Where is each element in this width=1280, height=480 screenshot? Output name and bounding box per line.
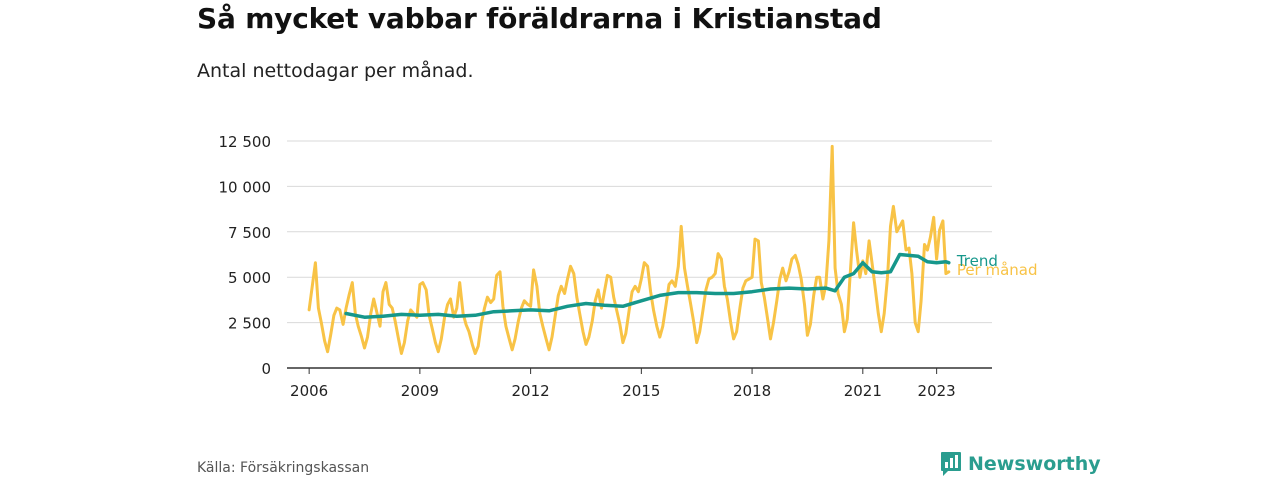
series-lines bbox=[307, 144, 951, 355]
y-axis-tick-labels: 0 2 500 5 000 7 500 10 000 12 500 bbox=[219, 133, 272, 378]
y-tick-label: 0 bbox=[261, 360, 271, 378]
x-tick-label: 2009 bbox=[401, 382, 439, 400]
x-axis-tick-labels: 2006 2009 2012 2015 2018 2021 2023 bbox=[290, 382, 956, 400]
series-label-trend: Trend bbox=[956, 252, 998, 270]
series-label-per-m-nad: Per månad bbox=[957, 261, 1038, 279]
x-tick-label: 2015 bbox=[622, 382, 660, 400]
y-tick-label: 12 500 bbox=[219, 133, 272, 151]
y-tick-label: 5 000 bbox=[228, 269, 271, 287]
x-tick-label: 2023 bbox=[918, 382, 956, 400]
chart-title: Så mycket vabbar föräldrarna i Kristians… bbox=[197, 2, 882, 35]
newsworthy-logo-icon bbox=[941, 452, 961, 476]
series-line-per-m-nad bbox=[307, 144, 951, 355]
brand-name: Newsworthy bbox=[968, 453, 1101, 475]
series-line-trend bbox=[344, 252, 951, 319]
grid-lines bbox=[287, 140, 992, 374]
y-tick-label: 10 000 bbox=[219, 178, 272, 196]
x-tick-label: 2012 bbox=[512, 382, 550, 400]
chart-subtitle: Antal nettodagar per månad. bbox=[197, 60, 474, 82]
y-tick-label: 2 500 bbox=[228, 315, 271, 333]
y-tick-label: 7 500 bbox=[228, 224, 271, 242]
x-tick-label: 2018 bbox=[733, 382, 771, 400]
newsworthy-brand[interactable]: Newsworthy bbox=[940, 451, 1101, 477]
x-tick-label: 2006 bbox=[290, 382, 328, 400]
source-note: Källa: Försäkringskassan bbox=[197, 460, 370, 476]
x-tick-label: 2021 bbox=[844, 382, 882, 400]
